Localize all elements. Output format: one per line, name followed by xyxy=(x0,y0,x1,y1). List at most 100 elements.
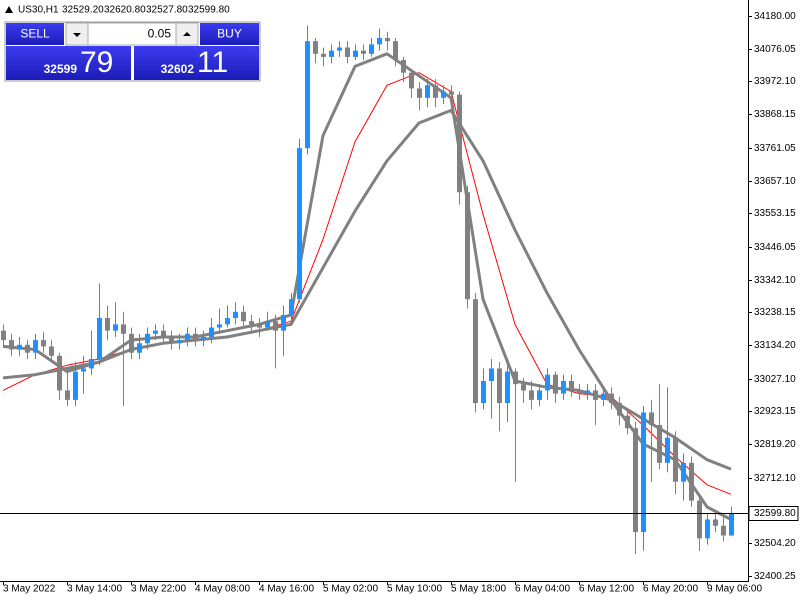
candle-body xyxy=(185,333,190,341)
candle-body xyxy=(41,340,46,347)
candle-body xyxy=(553,374,558,394)
candle-body xyxy=(169,336,174,344)
y-tick-label: 32819.20 xyxy=(754,439,796,450)
candle-body xyxy=(649,412,654,426)
moving-average xyxy=(2,72,732,495)
candle-body xyxy=(537,390,542,400)
candle-body xyxy=(97,318,102,359)
candle-body xyxy=(465,192,470,300)
candle-body xyxy=(585,390,590,394)
x-tick-label: 5 May 18:00 xyxy=(451,584,506,595)
header-low: 32527.80 xyxy=(146,5,188,16)
candle-body xyxy=(473,299,478,404)
candle-body xyxy=(81,368,86,372)
candle-body xyxy=(729,513,734,536)
candle-body xyxy=(561,381,566,394)
candle-body xyxy=(481,381,486,404)
candle-body xyxy=(721,525,726,536)
candle-body xyxy=(617,403,622,416)
candle-body xyxy=(137,343,142,353)
y-tick-label: 32712.10 xyxy=(754,473,796,484)
x-tick-label: 3 May 2022 xyxy=(3,584,56,595)
axes: 34180.00 34076.05 33972.10 33868.15 33761.05… xyxy=(3,11,799,595)
down-arrow xyxy=(73,33,81,37)
candle-body xyxy=(433,85,438,98)
candle-body xyxy=(9,340,14,350)
candle-body xyxy=(1,330,6,341)
bid-main: 32599 xyxy=(44,62,78,76)
symbol-icon[interactable] xyxy=(5,6,13,13)
candle-body xyxy=(113,324,118,331)
y-tick-label: 33553.15 xyxy=(754,208,796,219)
candle-body xyxy=(577,390,582,394)
candle-body xyxy=(409,72,414,89)
candle-body xyxy=(225,318,230,325)
candle-body xyxy=(689,462,694,501)
x-tick-label: 6 May 12:00 xyxy=(579,584,634,595)
candle-body xyxy=(345,47,350,57)
candle-body xyxy=(657,425,662,463)
up-arrow xyxy=(183,32,191,36)
x-tick-label: 5 May 10:00 xyxy=(387,584,442,595)
candle-body xyxy=(297,148,302,300)
candle-body xyxy=(241,311,246,322)
candle-body xyxy=(329,50,334,57)
y-tick-label: 33134.20 xyxy=(754,340,796,351)
candle-body xyxy=(449,91,454,95)
y-tick-label: 34076.05 xyxy=(754,44,796,55)
candle-body xyxy=(489,368,494,382)
candle-body xyxy=(233,311,238,319)
sell-label[interactable]: SELL xyxy=(20,27,50,41)
x-tick-label: 4 May 16:00 xyxy=(259,584,314,595)
candle-body xyxy=(321,53,326,57)
candle-body xyxy=(393,41,398,61)
candle-body xyxy=(361,50,366,54)
y-tick-label: 32504.20 xyxy=(754,538,796,549)
candle-body xyxy=(417,88,422,98)
y-tick-label: 32400.25 xyxy=(754,571,796,582)
x-tick-label: 3 May 22:00 xyxy=(131,584,186,595)
ask-box[interactable] xyxy=(134,46,259,80)
candle-body xyxy=(441,91,446,98)
candle-body xyxy=(529,390,534,400)
header-high: 32620.80 xyxy=(104,5,146,16)
candle-body xyxy=(305,41,310,149)
y-tick-label: 33238.15 xyxy=(754,307,796,318)
candle-body xyxy=(513,371,518,385)
candle-body xyxy=(353,50,358,57)
candle-body xyxy=(625,415,630,429)
y-tick-label: 33657.10 xyxy=(754,176,796,187)
candle-body xyxy=(209,327,214,337)
candle-body xyxy=(425,85,430,98)
candle-body xyxy=(177,340,182,344)
y-tick-label: 33342.10 xyxy=(754,275,796,286)
candle-body xyxy=(153,330,158,334)
buy-button[interactable] xyxy=(200,23,259,45)
x-tick-label: 6 May 04:00 xyxy=(515,584,570,595)
candle-body xyxy=(25,344,30,353)
candle-body xyxy=(17,344,22,350)
candle-body xyxy=(633,428,638,533)
candle-body xyxy=(673,437,678,482)
candle-body xyxy=(49,346,54,356)
buy-label[interactable]: BUY xyxy=(217,27,242,41)
sell-button[interactable] xyxy=(6,23,64,45)
candle-body xyxy=(57,355,62,391)
volume: 0.05 xyxy=(148,27,172,41)
candle-body xyxy=(593,390,598,400)
moving-average xyxy=(2,52,732,521)
candle-body xyxy=(681,462,686,482)
moving-average xyxy=(2,108,732,471)
candle-body xyxy=(505,371,510,404)
candle-body xyxy=(497,368,502,404)
x-tick-label: 5 May 02:00 xyxy=(323,584,378,595)
candle-body xyxy=(665,437,670,463)
symbol: US30,H1 xyxy=(18,5,59,16)
candle-body xyxy=(313,41,318,54)
candle-body xyxy=(337,47,342,51)
bid-box[interactable] xyxy=(6,46,131,80)
current-price-label: 32599.80 xyxy=(754,508,796,519)
candle-body xyxy=(257,324,262,328)
candle-body xyxy=(377,38,382,45)
